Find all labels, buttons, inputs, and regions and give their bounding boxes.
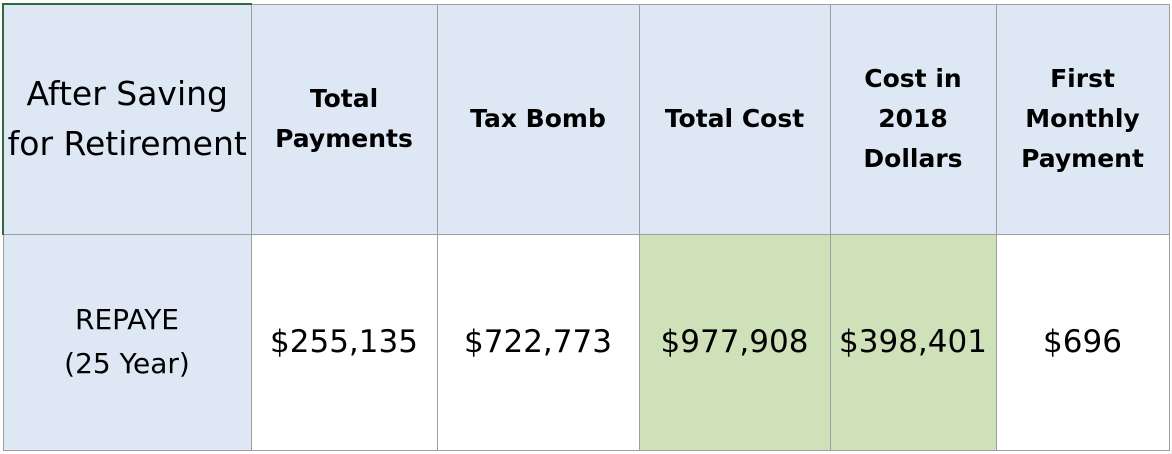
table-row: REPAYE (25 Year) $255,135 $722,773 $977,… [2,233,1170,451]
column-header-line: Cost in [864,64,962,93]
cell-total-payments[interactable]: $255,135 [250,233,438,451]
column-header-tax-bomb[interactable]: Tax Bomb [436,3,640,235]
comparison-table: After Saving for Retirement Total Paymen… [2,3,1170,451]
row-label-cell[interactable]: REPAYE (25 Year) [2,233,252,451]
column-header-line: First [1050,64,1115,93]
column-header-line: Total [309,84,379,113]
cell-total-cost[interactable]: $977,908 [638,233,831,451]
column-header-cost-2018-dollars[interactable]: Cost in 2018 Dollars [829,3,997,235]
column-header-total-cost[interactable]: Total Cost [638,3,831,235]
column-header-line: Payments [275,124,413,153]
corner-header-cell[interactable]: After Saving for Retirement [2,3,252,235]
cell-tax-bomb[interactable]: $722,773 [436,233,640,451]
column-header-line: Dollars [863,144,963,173]
cell-cost-2018-dollars[interactable]: $398,401 [829,233,997,451]
row-label-line: (25 Year) [64,347,190,380]
column-header-line: Payment [1021,144,1144,173]
column-header-line: Total Cost [664,104,805,133]
column-header-line: Monthly [1025,104,1140,133]
corner-header-line: for Retirement [7,124,247,164]
column-header-first-monthly-payment[interactable]: First Monthly Payment [995,3,1170,235]
column-header-total-payments[interactable]: Total Payments [250,3,438,235]
row-label-line: REPAYE [74,303,179,336]
corner-header-line: After Saving [26,74,228,114]
cell-first-monthly-payment[interactable]: $696 [995,233,1170,451]
header-row: After Saving for Retirement Total Paymen… [2,3,1170,235]
column-header-line: Tax Bomb [470,104,606,133]
column-header-line: 2018 [878,104,948,133]
